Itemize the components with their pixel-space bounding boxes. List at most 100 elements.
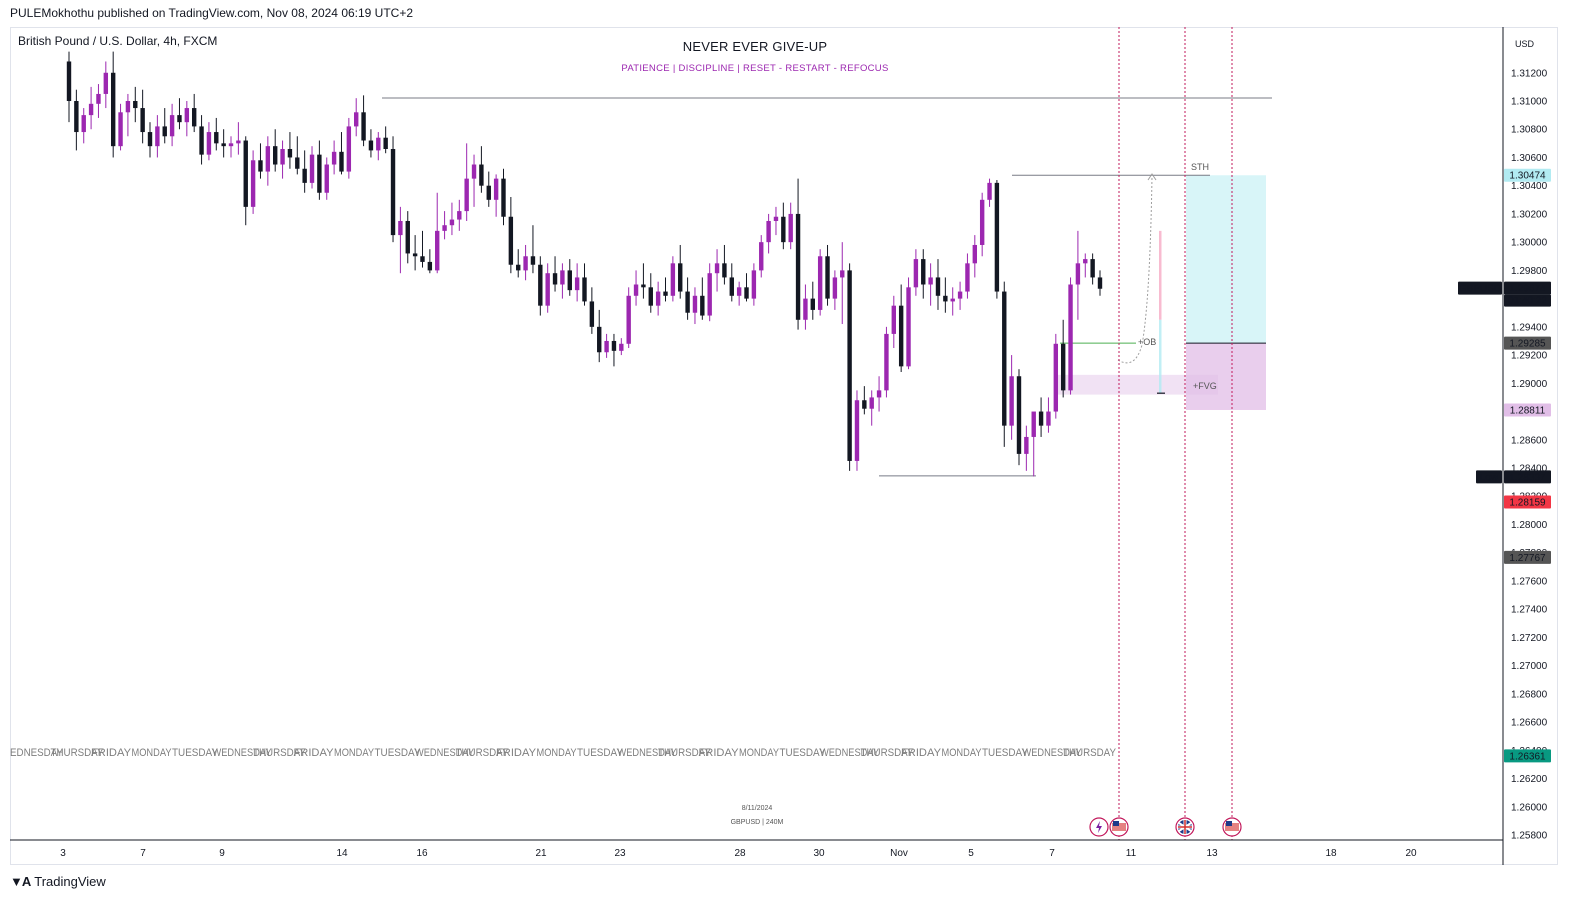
candle[interactable] — [678, 244, 683, 299]
candle[interactable] — [928, 263, 933, 306]
candle[interactable] — [714, 249, 720, 292]
candle[interactable] — [943, 277, 948, 313]
candle[interactable] — [250, 150, 256, 214]
candle[interactable] — [781, 202, 786, 250]
price-label-badge[interactable]: 1.27767 — [1504, 550, 1551, 564]
candle[interactable] — [567, 259, 572, 296]
candle[interactable] — [140, 89, 145, 144]
candle[interactable] — [641, 263, 646, 299]
candle[interactable] — [508, 196, 514, 274]
candle[interactable] — [169, 103, 175, 147]
candle[interactable] — [1090, 253, 1095, 285]
candle[interactable] — [817, 249, 823, 316]
candle[interactable] — [707, 263, 712, 322]
candle[interactable] — [972, 235, 978, 278]
candle[interactable] — [435, 192, 440, 274]
candle[interactable] — [361, 95, 366, 147]
candle[interactable] — [103, 61, 109, 109]
candle[interactable] — [729, 263, 734, 302]
candle[interactable] — [663, 277, 668, 302]
candle[interactable] — [1053, 333, 1059, 419]
us-flag-icon[interactable] — [1222, 817, 1242, 837]
candle[interactable] — [88, 86, 94, 130]
candle[interactable] — [110, 51, 116, 158]
candle[interactable] — [538, 256, 543, 316]
candle[interactable] — [243, 136, 248, 226]
candle[interactable] — [331, 140, 337, 175]
candle[interactable] — [884, 326, 889, 398]
currency-label[interactable]: USD — [1515, 39, 1535, 49]
candle[interactable] — [552, 256, 558, 292]
candle[interactable] — [177, 98, 182, 130]
candle[interactable] — [788, 202, 793, 250]
candle[interactable] — [906, 277, 911, 370]
candle[interactable] — [913, 249, 919, 296]
candle[interactable] — [346, 117, 352, 179]
candle[interactable] — [987, 178, 992, 207]
candle[interactable] — [685, 277, 690, 320]
candle[interactable] — [744, 273, 749, 302]
candle[interactable] — [118, 103, 123, 151]
candle[interactable] — [604, 333, 609, 358]
candle[interactable] — [125, 93, 131, 137]
footer-brand[interactable]: ▼A TradingView — [10, 874, 106, 889]
candle[interactable] — [530, 225, 536, 274]
candle[interactable] — [1097, 270, 1103, 296]
us-flag-icon[interactable] — [1109, 817, 1129, 837]
candle[interactable] — [383, 126, 388, 154]
candle[interactable] — [214, 117, 219, 151]
candle[interactable] — [471, 154, 477, 207]
uk-flag-icon[interactable] — [1175, 817, 1195, 837]
candle[interactable] — [302, 150, 307, 193]
candle[interactable] — [317, 140, 322, 200]
candle[interactable] — [295, 136, 300, 175]
candle[interactable] — [162, 108, 167, 144]
candle[interactable] — [876, 376, 882, 412]
candle[interactable] — [979, 192, 985, 257]
candle[interactable] — [921, 249, 926, 299]
candle[interactable] — [597, 309, 602, 363]
candle[interactable] — [324, 157, 329, 200]
candle[interactable] — [736, 281, 742, 306]
candle[interactable] — [464, 143, 469, 221]
candle[interactable] — [339, 132, 344, 175]
candle[interactable] — [354, 98, 359, 137]
candle[interactable] — [832, 270, 838, 310]
candle[interactable] — [199, 115, 204, 165]
candle[interactable] — [74, 89, 79, 151]
candle[interactable] — [773, 206, 779, 236]
candle[interactable] — [1075, 230, 1081, 320]
candle[interactable] — [376, 132, 381, 161]
candle[interactable] — [935, 259, 941, 310]
candle[interactable] — [589, 287, 595, 334]
candle[interactable] — [273, 129, 278, 172]
candle[interactable] — [1060, 319, 1066, 398]
candle[interactable] — [847, 263, 852, 471]
candle[interactable] — [803, 284, 808, 330]
candle[interactable] — [1068, 277, 1073, 395]
candle[interactable] — [795, 178, 801, 330]
candle[interactable] — [751, 263, 757, 306]
candle[interactable] — [950, 287, 955, 316]
candle[interactable] — [265, 136, 271, 186]
candle[interactable] — [825, 244, 830, 306]
price-label-badge[interactable]: 1.29674 GBPUSD 01:40:22 — [1458, 281, 1551, 307]
candle[interactable] — [619, 338, 624, 356]
candle[interactable] — [965, 253, 970, 299]
candle[interactable] — [501, 168, 506, 226]
candle[interactable] — [206, 122, 212, 161]
candle[interactable] — [493, 174, 499, 217]
candle[interactable] — [398, 206, 403, 274]
candle[interactable] — [898, 284, 904, 373]
candle[interactable] — [840, 242, 845, 325]
candle[interactable] — [810, 281, 815, 320]
candle[interactable] — [449, 202, 455, 236]
candle[interactable] — [457, 199, 462, 231]
candle[interactable] — [611, 333, 617, 367]
symbol-legend[interactable]: British Pound / U.S. Dollar, 4h, FXCM — [18, 34, 218, 48]
candle[interactable] — [1009, 355, 1014, 440]
candle[interactable] — [81, 108, 86, 144]
candle[interactable] — [869, 390, 874, 426]
candle[interactable] — [427, 249, 433, 274]
